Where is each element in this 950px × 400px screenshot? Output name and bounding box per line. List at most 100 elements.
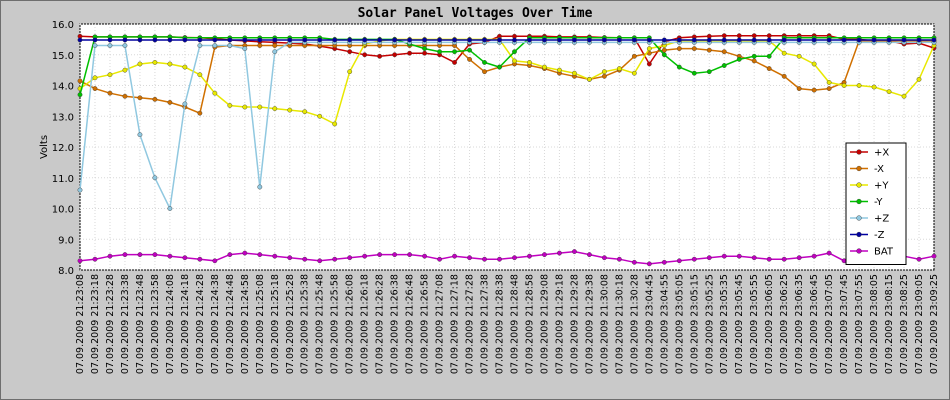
data-point: [751, 37, 757, 43]
data-point: [347, 69, 353, 75]
data-point: [706, 69, 712, 75]
data-point: [437, 49, 442, 55]
data-point: [691, 37, 697, 43]
data-point: [212, 258, 218, 264]
x-tick-label: 07.09.2009 21:23:38: [120, 274, 131, 374]
data-point: [527, 37, 532, 43]
data-point: [616, 37, 622, 43]
data-point: [706, 255, 712, 261]
data-point: [452, 37, 457, 43]
data-point: [347, 37, 353, 43]
legend-item: +X: [850, 148, 889, 159]
data-point: [736, 37, 742, 43]
data-point: [332, 256, 338, 262]
data-point: [542, 37, 547, 43]
data-point: [242, 37, 248, 43]
data-point: [781, 73, 787, 79]
legend-label: +X: [874, 148, 889, 159]
x-tick-label: 07.09.2009 21:23:18: [90, 274, 101, 374]
y-tick-label: 11.0: [52, 174, 74, 185]
data-point: [631, 53, 637, 59]
data-point: [931, 37, 937, 43]
data-point: [212, 90, 218, 96]
data-point: [347, 255, 353, 261]
data-point: [781, 50, 787, 56]
data-point: [826, 37, 832, 43]
x-tick-label: 07.09.2009 23:08:05: [869, 274, 880, 374]
x-tick-label: 07.09.2009 23:08:25: [899, 274, 910, 374]
data-point: [736, 253, 742, 259]
data-point: [362, 253, 368, 259]
series-lines: [77, 33, 937, 267]
data-point: [77, 78, 83, 84]
data-point: [77, 92, 83, 98]
data-point: [931, 253, 937, 259]
data-point: [691, 70, 697, 76]
x-tick-label: 07.09.2009 21:23:08: [75, 274, 86, 374]
x-tick-label: 07.09.2009 23:05:45: [734, 274, 745, 374]
data-point: [796, 37, 802, 43]
data-point: [227, 252, 233, 258]
data-point: [766, 37, 772, 43]
x-tick-label: 07.09.2009 21:30:08: [599, 274, 610, 374]
data-point: [572, 70, 577, 76]
data-point: [886, 89, 892, 95]
data-point: [182, 64, 188, 70]
data-point: [212, 37, 218, 43]
data-point: [377, 53, 383, 59]
data-point: [721, 63, 727, 68]
data-point: [826, 86, 832, 91]
x-axis: 07.09.2009 21:23:08 07.09.2009 21:23:18 07…: [75, 274, 940, 374]
x-tick-label: 07.09.2009 23:06:25: [779, 274, 790, 374]
x-tick-label: 07.09.2009 21:26:58: [420, 274, 431, 374]
data-point: [302, 109, 308, 115]
x-tick-label: 07.09.2009 23:04:55: [659, 274, 670, 374]
legend-item: -Z: [850, 230, 885, 241]
legend: +X -X +Y -Y +Z -Z BAT: [845, 142, 907, 265]
data-point: [482, 37, 487, 43]
legend-swatch-marker: [856, 182, 862, 188]
x-tick-label: 07.09.2009 23:05:35: [719, 274, 730, 374]
series-line: [79, 41, 934, 212]
x-tick-label: 07.09.2009 21:25:28: [285, 274, 296, 374]
data-point: [811, 37, 817, 43]
data-point: [901, 93, 907, 99]
plot-area: [79, 23, 935, 271]
data-point: [631, 37, 637, 43]
data-point: [766, 33, 772, 39]
data-point: [422, 253, 427, 259]
data-point: [362, 37, 368, 43]
data-point: [916, 256, 922, 262]
data-point: [152, 252, 158, 258]
data-point: [527, 253, 532, 259]
data-point: [407, 50, 413, 56]
data-point: [542, 64, 547, 70]
legend-item: +Z: [850, 214, 889, 225]
y-axis-label: Volts: [39, 135, 50, 159]
data-point: [601, 69, 607, 75]
y-tick-label: 16.0: [52, 20, 74, 31]
data-point: [422, 50, 427, 56]
data-point: [497, 256, 502, 262]
data-point: [437, 37, 442, 43]
x-tick-label: 07.09.2009 21:29:08: [539, 274, 550, 374]
x-tick-label: 07.09.2009 23:07:45: [839, 274, 850, 374]
data-point: [871, 37, 877, 43]
x-tick-label: 07.09.2009 23:05:15: [689, 274, 700, 374]
series--Z: [77, 37, 937, 43]
data-point: [871, 84, 877, 90]
x-tick-label: 07.09.2009 23:06:05: [764, 274, 775, 374]
data-point: [751, 58, 757, 64]
data-point: [227, 37, 233, 43]
data-point: [182, 255, 188, 261]
x-tick-label: 07.09.2009 21:24:48: [225, 274, 236, 374]
data-point: [272, 49, 278, 55]
data-point: [287, 107, 293, 113]
data-point: [467, 47, 472, 53]
data-point: [287, 255, 293, 261]
data-point: [137, 37, 143, 43]
data-point: [587, 37, 592, 43]
data-point: [452, 60, 457, 65]
x-tick-label: 07.09.2009 21:23:48: [135, 274, 146, 374]
y-tick-label: 15.0: [52, 51, 74, 62]
